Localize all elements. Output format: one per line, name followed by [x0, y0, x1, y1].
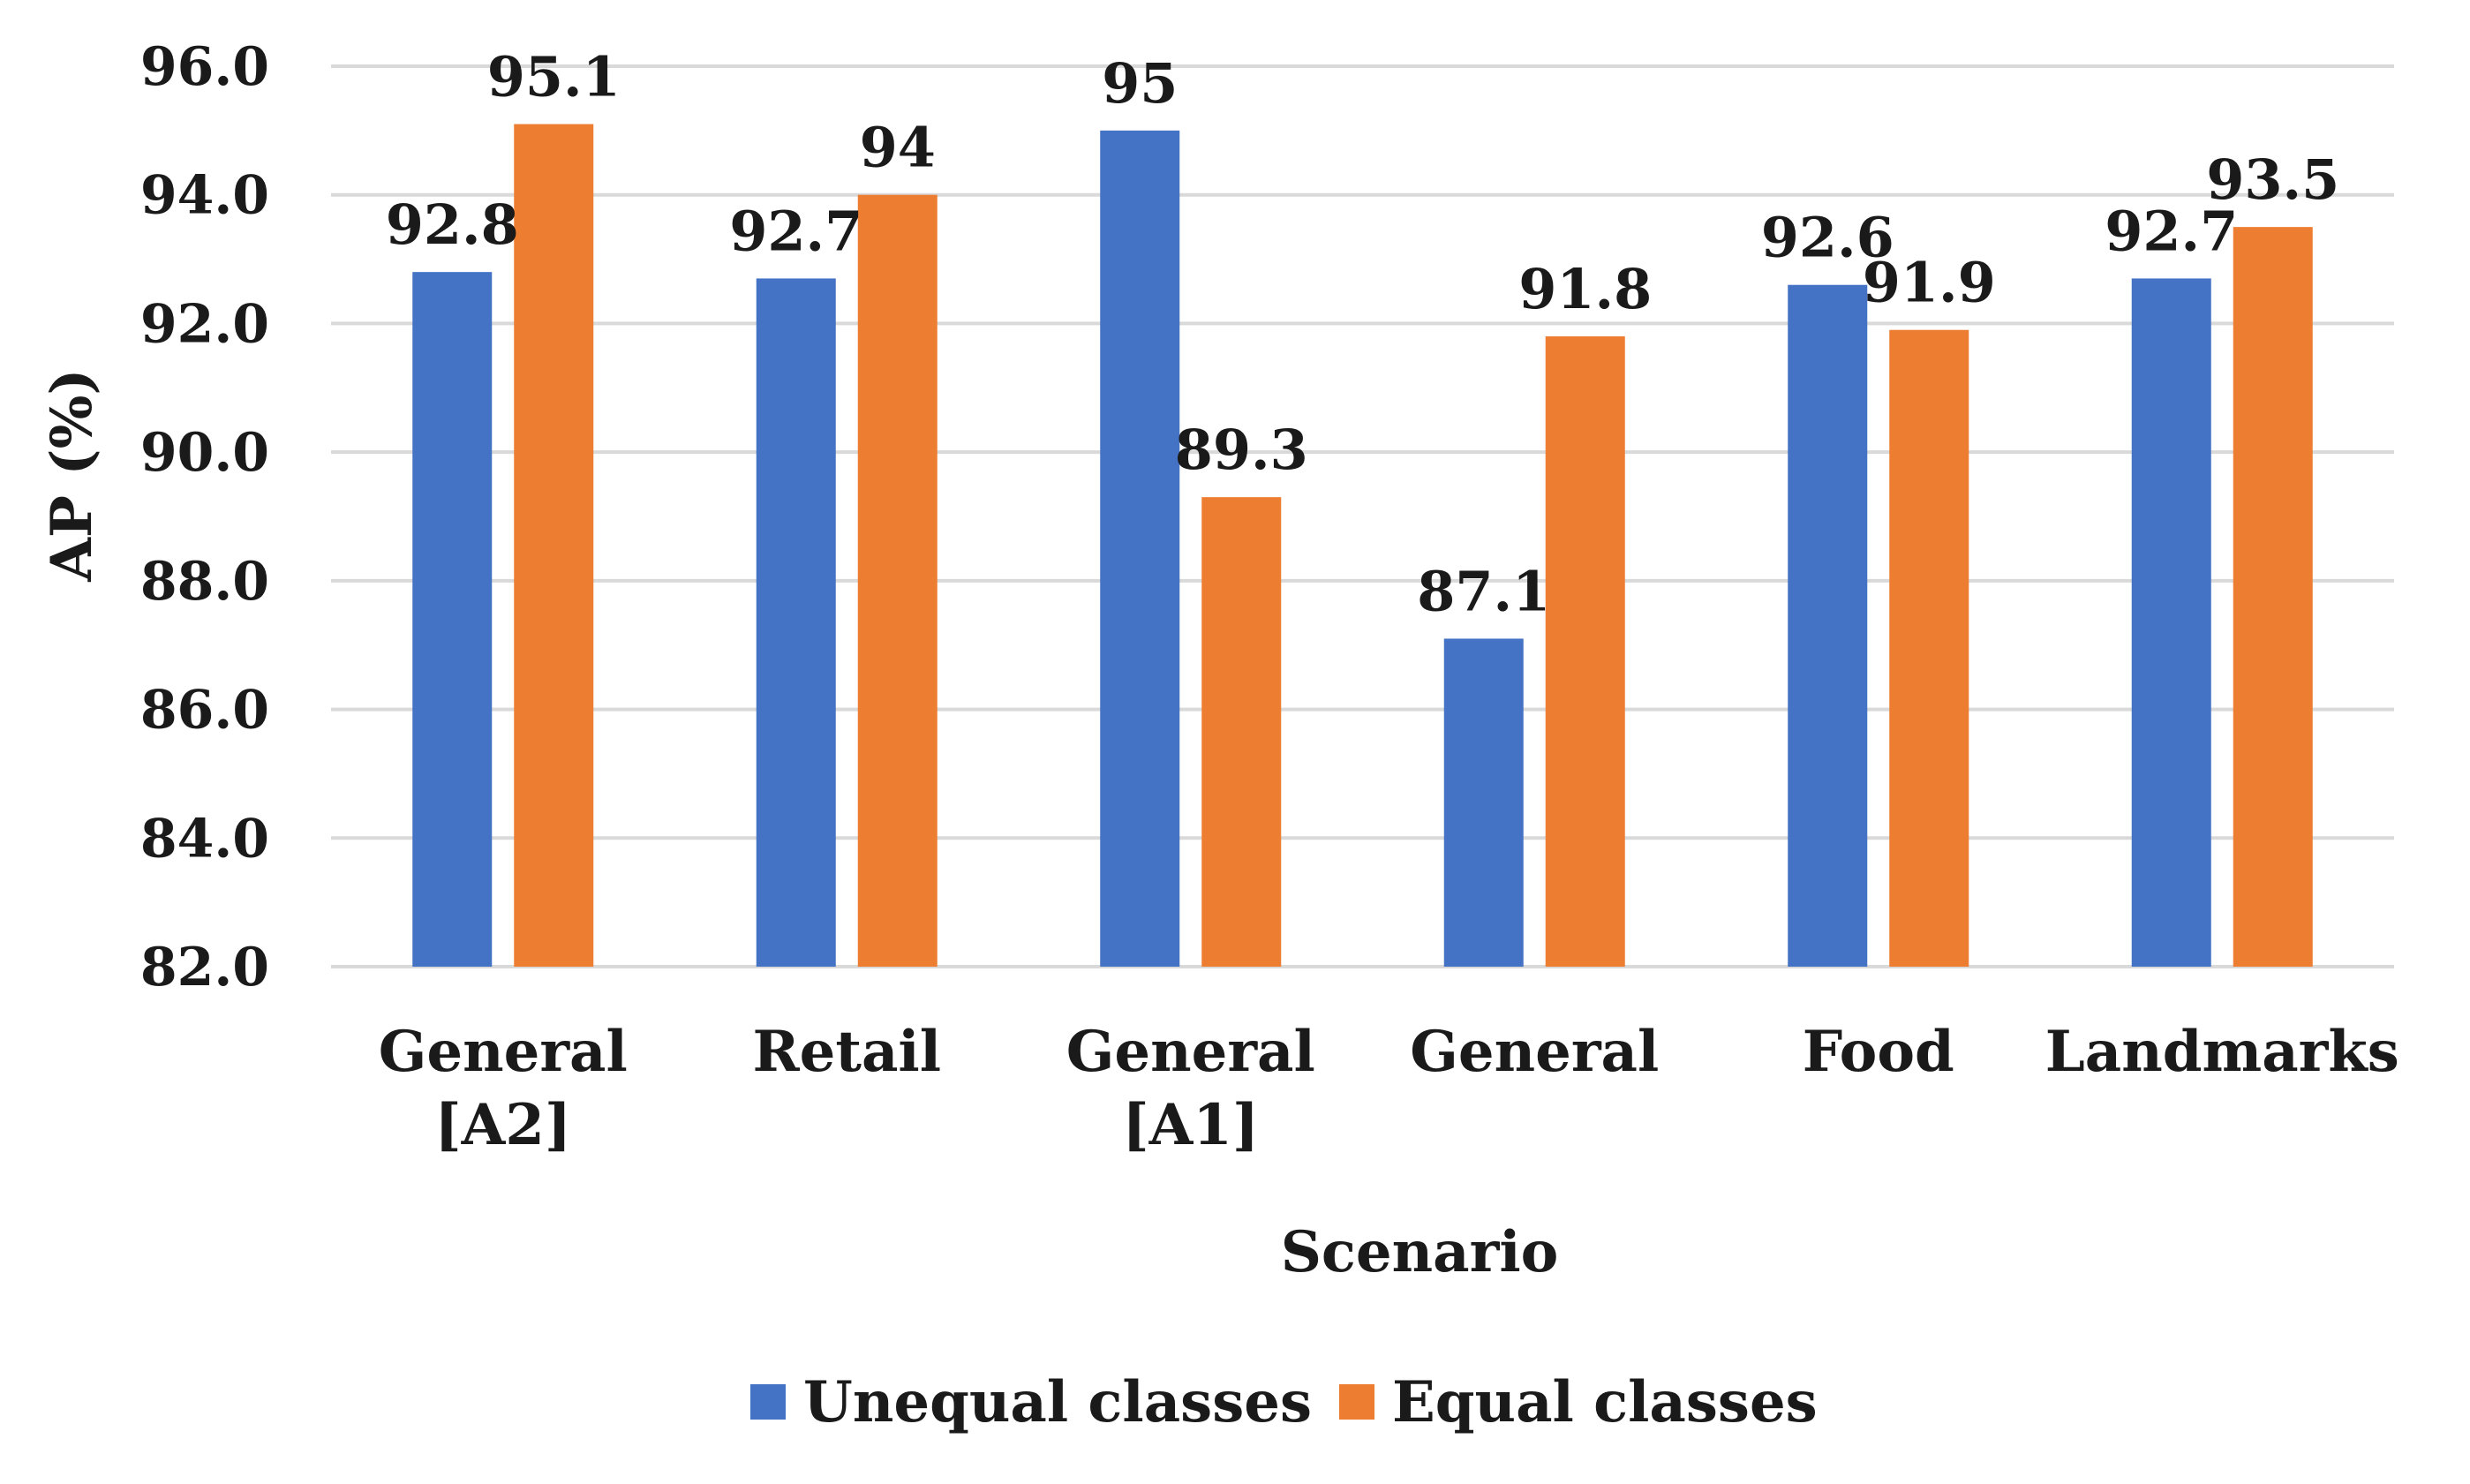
bar-equal-classes-5 — [1889, 329, 1969, 967]
data-label-equal-classes-6: 93.5 — [2206, 147, 2339, 212]
y-tick-label-94-0: 94.0 — [140, 165, 269, 227]
data-label-unequal-classes-2: 92.7 — [729, 199, 862, 263]
data-label-unequal-classes-4: 87.1 — [1417, 559, 1550, 623]
x-axis-categories: General [A2] Retail General [A1] General Food L… — [379, 1019, 2399, 1158]
bar-unequal-classes-4 — [1443, 638, 1524, 967]
bar-equal-classes-1 — [514, 124, 594, 968]
legend: Unequal classes Equal classes — [750, 1369, 1818, 1435]
data-label-equal-classes-3: 89.3 — [1175, 418, 1308, 482]
data-label-equal-classes-4: 91.8 — [1518, 257, 1652, 321]
bar-unequal-classes-3 — [1100, 130, 1180, 967]
category-label-5-line-1: Food — [1803, 1019, 1954, 1085]
data-label-unequal-classes-3: 95 — [1102, 51, 1178, 116]
category-label-1-line-2: [A2] — [434, 1092, 571, 1158]
category-label-3-line-1: General — [1066, 1019, 1315, 1085]
category-label-6-line-1: Landmarks — [2045, 1019, 2399, 1085]
bar-equal-classes-6 — [2233, 227, 2313, 968]
legend-swatch-unequal-classes — [750, 1384, 786, 1420]
bar-unequal-classes-5 — [1788, 284, 1868, 967]
category-label-2-line-1: Retail — [752, 1019, 941, 1085]
bar-equal-classes-3 — [1201, 497, 1282, 967]
y-tick-label-96-0: 96.0 — [140, 36, 269, 98]
y-axis-title: AP (%) — [39, 368, 105, 582]
x-axis-title: Scenario — [1281, 1219, 1559, 1285]
category-label-1-line-1: General — [379, 1019, 628, 1085]
category-label-3-line-2: [A1] — [1122, 1092, 1259, 1158]
bar-unequal-classes-6 — [2131, 278, 2211, 967]
legend-label-unequal-classes: Unequal classes — [803, 1369, 1312, 1435]
y-tick-label-90-0: 90.0 — [140, 422, 269, 484]
bar-unequal-classes-2 — [756, 278, 836, 967]
bars — [412, 124, 2313, 968]
y-axis-ticks: 82.0 84.0 86.0 88.0 90.0 92.0 94.0 96.0 — [140, 36, 269, 998]
y-tick-label-92-0: 92.0 — [140, 293, 269, 355]
legend-swatch-equal-classes — [1339, 1384, 1374, 1420]
gridlines — [331, 64, 2394, 968]
bar-unequal-classes-1 — [412, 272, 493, 968]
data-label-unequal-classes-1: 92.8 — [386, 192, 519, 257]
bar-equal-classes-2 — [857, 194, 938, 967]
data-label-equal-classes-5: 91.9 — [1863, 251, 1996, 315]
y-tick-label-82-0: 82.0 — [140, 937, 269, 998]
data-label-equal-classes-2: 94 — [860, 116, 936, 180]
category-label-4-line-1: General — [1410, 1019, 1659, 1085]
y-tick-label-86-0: 86.0 — [140, 680, 269, 742]
y-tick-label-88-0: 88.0 — [140, 551, 269, 613]
y-tick-label-84-0: 84.0 — [140, 808, 269, 870]
legend-label-equal-classes: Equal classes — [1392, 1369, 1818, 1435]
bar-equal-classes-4 — [1545, 336, 1625, 967]
data-label-unequal-classes-6: 92.7 — [2105, 199, 2238, 263]
data-label-unequal-classes-5: 92.6 — [1761, 206, 1894, 270]
data-labels: 92.8 95.1 92.7 94 95 89.3 87.1 91.8 92.691.9 92.7… — [386, 45, 2340, 624]
data-label-equal-classes-1: 95.1 — [487, 45, 621, 109]
